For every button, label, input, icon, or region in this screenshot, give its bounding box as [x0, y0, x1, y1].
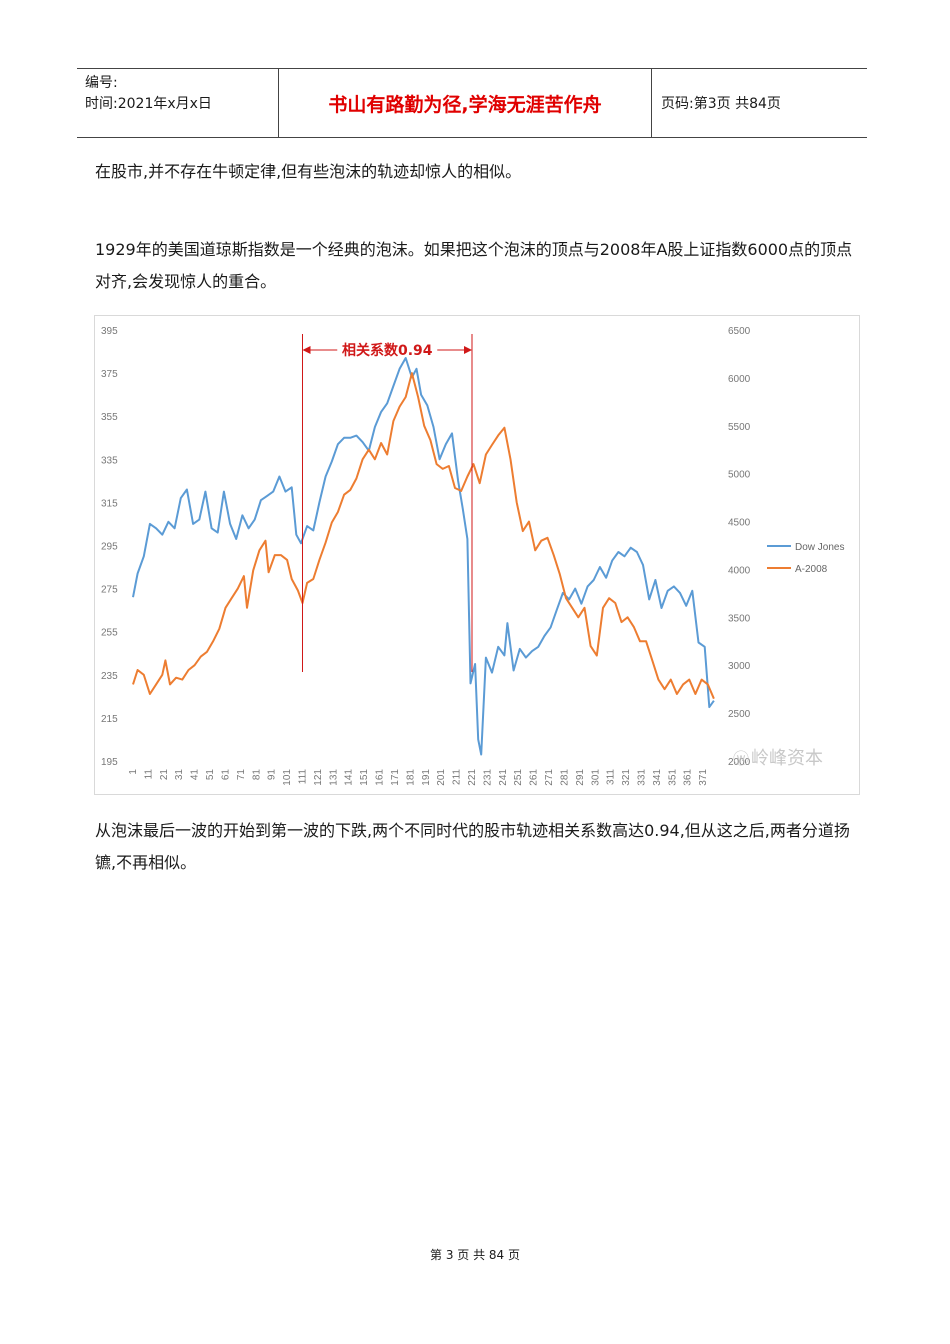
- y-left-tick-label: 295: [101, 542, 118, 553]
- x-tick-label: 231: [482, 769, 493, 786]
- x-tick-label: 81: [251, 769, 262, 781]
- x-tick-label: 341: [652, 769, 663, 786]
- number-label: 编号:: [85, 75, 118, 91]
- x-tick-label: 91: [267, 769, 278, 781]
- y-right-tick-label: 5500: [728, 422, 751, 433]
- y-left-tick-label: 335: [101, 455, 118, 466]
- series-line-dow-jones: [132, 357, 715, 756]
- legend-label: Dow Jones: [795, 542, 844, 553]
- y-right-tick-label: 6000: [728, 374, 751, 385]
- series-line-a-2008: [132, 372, 715, 700]
- x-tick-label: 151: [359, 769, 370, 786]
- x-tick-label: 41: [190, 769, 201, 781]
- paragraph-conclusion: 从泡沫最后一波的开始到第一波的下跌,两个不同时代的股市轨迹相关系数高达0.94,…: [95, 821, 850, 872]
- x-tick-label: 1: [128, 769, 139, 775]
- x-tick-label: 331: [636, 769, 647, 786]
- y-left-tick-label: 375: [101, 369, 118, 380]
- x-tick-label: 241: [498, 769, 509, 786]
- y-right-tick-label: 3000: [728, 661, 751, 672]
- y-right-tick-label: 2000: [728, 757, 751, 768]
- header-divider: [278, 69, 279, 137]
- y-left-tick-label: 315: [101, 498, 118, 509]
- y-left-tick-label: 195: [101, 757, 118, 768]
- x-tick-label: 281: [559, 769, 570, 786]
- x-tick-label: 181: [405, 769, 416, 786]
- x-tick-label: 101: [282, 769, 293, 786]
- x-tick-label: 361: [683, 769, 694, 786]
- x-tick-label: 61: [220, 769, 231, 781]
- x-tick-label: 261: [529, 769, 540, 786]
- page-header: 编号: 时间:2021年x月x日 书山有路勤为径,学海无涯苦作舟 页码:第3页 …: [77, 68, 867, 138]
- line-chart: 相关系数0.94 3953753553353152952752552352151…: [101, 326, 844, 786]
- watermark: ⓦ 岭峰资本: [733, 748, 823, 769]
- x-tick-label: 171: [390, 769, 401, 786]
- x-tick-label: 31: [174, 769, 185, 781]
- y-left-tick-label: 395: [101, 326, 118, 337]
- annotation-arrowhead-right: [463, 346, 472, 354]
- x-tick-label: 251: [513, 769, 524, 786]
- page-footer: 第 3 页 共 84 页: [430, 1248, 520, 1262]
- x-tick-label: 351: [667, 769, 678, 786]
- y-left-tick-label: 275: [101, 585, 118, 596]
- paragraph-intro: 在股市,并不存在牛顿定律,但有些泡沫的轨迹却惊人的相似。: [95, 162, 522, 181]
- x-tick-label: 371: [698, 769, 709, 786]
- x-tick-label: 311: [606, 769, 617, 785]
- y-left-tick-label: 255: [101, 628, 118, 639]
- x-tick-label: 11: [143, 769, 154, 780]
- y-right-tick-label: 4500: [728, 518, 751, 529]
- watermark-text: 岭峰资本: [751, 748, 823, 769]
- x-tick-label: 321: [621, 769, 632, 786]
- x-tick-label: 221: [467, 769, 478, 786]
- y-right-tick-label: 4000: [728, 565, 751, 576]
- x-tick-label: 211: [452, 769, 463, 785]
- x-tick-label: 51: [205, 769, 216, 781]
- y-right-tick-label: 2500: [728, 709, 751, 720]
- x-tick-label: 21: [159, 769, 170, 781]
- x-tick-label: 191: [421, 769, 432, 786]
- header-motto: 书山有路勤为径,学海无涯苦作舟: [328, 93, 602, 116]
- x-tick-label: 271: [544, 769, 555, 786]
- chart-container: 相关系数0.94 395 375 355 335 315 295 275 255 235 215 1…: [94, 315, 860, 795]
- annotation-arrowhead-left: [302, 346, 311, 354]
- x-tick-label: 141: [344, 769, 355, 786]
- date-label: 时间:2021年x月x日: [85, 96, 212, 112]
- header-divider: [651, 69, 652, 137]
- header-meta: 编号: 时间:2021年x月x日: [85, 73, 275, 115]
- y-right-tick-label: 5000: [728, 470, 751, 481]
- y-left-tick-label: 355: [101, 412, 118, 423]
- x-tick-label: 121: [313, 769, 324, 786]
- y-left-tick-label: 215: [101, 714, 118, 725]
- x-tick-label: 111: [297, 769, 308, 785]
- x-tick-label: 291: [575, 769, 586, 786]
- y-left-tick-label: 235: [101, 671, 118, 682]
- header-page-label: 页码:第3页 共84页: [661, 96, 781, 112]
- x-tick-label: 201: [436, 769, 447, 786]
- wechat-icon: ⓦ: [733, 749, 749, 768]
- legend-label: A-2008: [795, 564, 828, 575]
- x-tick-label: 161: [375, 769, 386, 786]
- y-right-tick-label: 3500: [728, 613, 751, 624]
- correlation-annotation: 相关系数0.94: [342, 342, 433, 359]
- x-tick-label: 71: [236, 769, 247, 781]
- legend: Dow Jones A-2008: [767, 542, 844, 575]
- x-tick-label: 301: [590, 769, 601, 786]
- paragraph-dow-comparison: 1929年的美国道琼斯指数是一个经典的泡沫。如果把这个泡沫的顶点与2008年A股…: [95, 240, 853, 291]
- x-tick-label: 131: [328, 769, 339, 786]
- y-right-tick-label: 6500: [728, 326, 751, 337]
